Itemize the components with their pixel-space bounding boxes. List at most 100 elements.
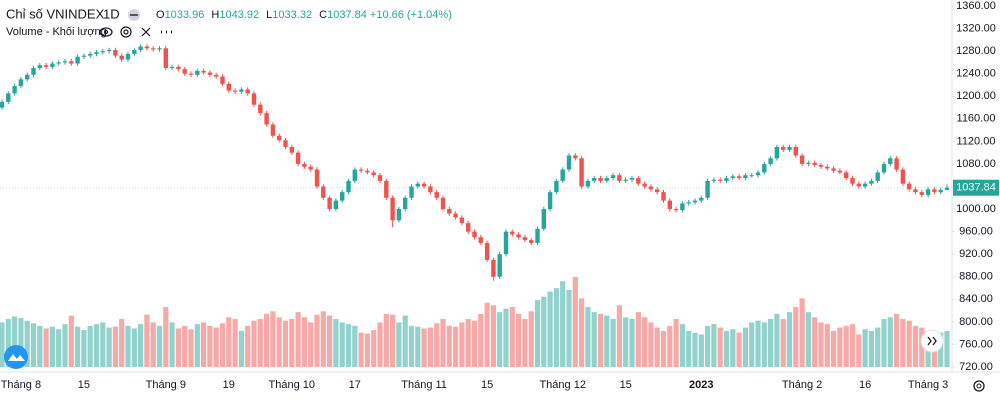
candle-body: [699, 197, 704, 201]
candle-body: [736, 176, 742, 179]
candle-body: [390, 197, 395, 221]
l-value: 1033.32: [272, 9, 312, 21]
volume-bar: [194, 324, 200, 367]
volume-bar: [188, 329, 194, 367]
y-tick-label: 720.00: [959, 361, 993, 373]
candle-body: [396, 209, 402, 221]
volume-bar: [862, 329, 868, 367]
x-tick-label: 16: [859, 379, 871, 391]
volume-bar: [730, 329, 736, 367]
candle-body: [151, 48, 156, 50]
volume-bar: [843, 325, 849, 367]
volume-bar: [786, 312, 793, 367]
volume-bar: [711, 324, 717, 367]
volume-bar: [717, 327, 723, 367]
eye-icon[interactable]: [99, 27, 113, 37]
candle-body: [352, 169, 357, 181]
candle-body: [667, 200, 672, 210]
candle-body: [781, 147, 786, 150]
candle-body: [138, 46, 143, 50]
y-tick-label: 1120.00: [957, 135, 996, 147]
volume-bar: [5, 319, 11, 367]
candle-body: [793, 147, 798, 156]
settings-center: [123, 29, 129, 35]
candle-body: [6, 93, 11, 102]
chart-title: Chỉ số VNINDEX: [6, 6, 105, 21]
interval[interactable]: 1D: [103, 6, 120, 21]
candle-body: [302, 163, 307, 167]
settings-icon[interactable]: [120, 26, 132, 38]
candle-body: [94, 52, 99, 54]
volume-bar: [503, 308, 509, 367]
candle-body: [856, 183, 861, 187]
ohlc-header: O1033.96 H1043.92 L1033.32 C1037.84 +10.…: [156, 9, 452, 21]
candle-body: [661, 192, 666, 201]
volume-bar: [320, 311, 326, 367]
candle-body: [377, 175, 383, 181]
volume-bar: [264, 313, 270, 367]
volume-bar: [87, 325, 93, 367]
volume-bar: [75, 326, 81, 367]
volume-bar: [516, 313, 522, 367]
candle-body: [232, 90, 238, 92]
volume-bar: [541, 296, 547, 367]
volume-bar: [868, 331, 874, 367]
y-tick-label: 880.00: [959, 271, 993, 283]
volume-bar: [849, 324, 856, 367]
volume-label: Volume - Khối lượng: [6, 26, 107, 38]
candle-body: [144, 46, 150, 49]
volume-bar: [314, 314, 320, 367]
volume-bar: [648, 322, 654, 367]
candle-body: [510, 231, 515, 235]
candle-body: [484, 242, 490, 260]
volume-bar: [327, 315, 333, 367]
scroll-button[interactable]: [920, 329, 944, 353]
gear-icon: [973, 380, 985, 392]
volume-bar: [629, 319, 635, 367]
volume-bar: [93, 324, 100, 367]
candle-body: [799, 155, 805, 164]
candle-body: [768, 158, 773, 164]
candle-body: [62, 61, 68, 63]
candle-body: [522, 237, 528, 241]
candle-body: [466, 223, 471, 232]
volume-bar: [579, 298, 585, 367]
volume-bar: [490, 305, 496, 367]
scroll-arrows: [927, 336, 937, 346]
candle-body: [214, 74, 219, 77]
candle-body: [623, 179, 628, 181]
y-tick-label: 1360.00: [956, 0, 996, 12]
candle-body: [938, 189, 943, 193]
gear-button[interactable]: [973, 380, 985, 392]
candle-body: [718, 179, 723, 181]
volume-bar: [169, 322, 175, 367]
candle-body: [869, 180, 874, 184]
candle-body: [673, 209, 679, 211]
x-tick-label: Tháng 2: [782, 379, 822, 391]
volume-bar: [182, 325, 188, 367]
candle-body: [730, 176, 735, 179]
volume-bar: [308, 322, 314, 367]
volume-bar: [881, 319, 887, 367]
candle-body: [434, 192, 439, 198]
volume-bar: [257, 319, 263, 367]
o-value: 1033.96: [165, 9, 205, 21]
candle-body: [207, 72, 213, 75]
volume-bar: [686, 331, 692, 367]
close-icon[interactable]: [141, 27, 151, 37]
logo[interactable]: [4, 345, 28, 369]
volume-bar: [377, 322, 383, 367]
candle-body: [554, 180, 559, 193]
volume-bar: [742, 327, 748, 367]
volume-bar: [440, 319, 446, 367]
last-price-label: 1037.84: [956, 182, 996, 194]
volume-bar: [768, 319, 774, 367]
candle-body: [642, 183, 647, 187]
volume-bar: [692, 332, 698, 367]
y-tick-label: 760.00: [959, 338, 993, 350]
volume-bar: [597, 313, 604, 367]
volume-bar: [163, 307, 169, 367]
volume-bar: [938, 332, 944, 367]
volume-bar: [49, 326, 55, 367]
